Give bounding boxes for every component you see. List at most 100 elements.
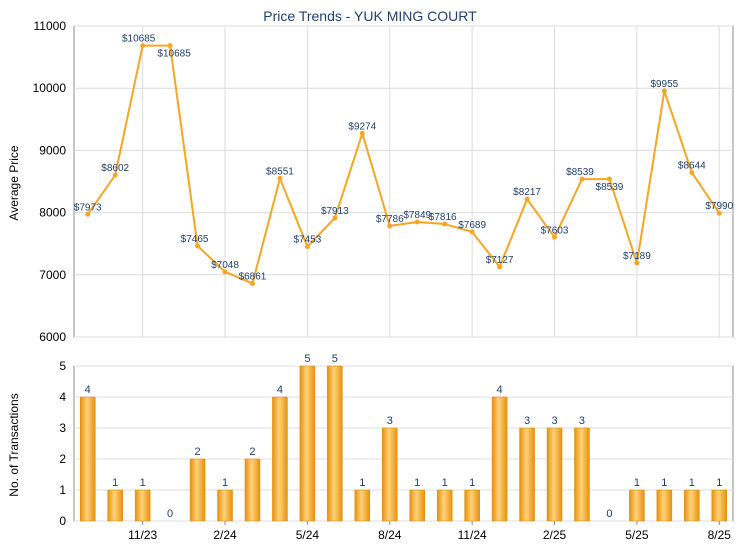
x-tick-label: 8/24	[378, 528, 402, 542]
price-point	[497, 264, 503, 270]
price-series-line	[86, 44, 721, 285]
price-y-axis-label: Average Price	[7, 145, 21, 220]
transactions-data-label: 5	[332, 353, 338, 365]
price-point	[249, 280, 255, 286]
price-y-tick-label: 8000	[39, 206, 66, 220]
transactions-data-label: 1	[634, 477, 640, 489]
transactions-bar	[107, 489, 123, 522]
price-data-label: $7849	[403, 210, 431, 221]
price-plot-frame	[73, 25, 734, 338]
price-data-label: $8602	[101, 163, 129, 174]
price-point	[716, 210, 722, 216]
price-data-label: $10685	[122, 34, 156, 45]
transactions-data-label: 0	[606, 508, 612, 520]
transactions-bar	[491, 396, 508, 522]
price-point	[469, 229, 475, 235]
transactions-y-tick-label: 0	[59, 514, 66, 528]
chart-title: Price Trends - YUK MING COURT	[263, 8, 477, 24]
price-data-label: $7048	[211, 260, 239, 271]
price-point	[167, 43, 173, 49]
price-data-label: $7973	[74, 202, 102, 213]
price-point	[140, 43, 146, 49]
price-point	[634, 260, 640, 266]
price-point	[414, 219, 420, 225]
price-y-tick-label: 7000	[39, 268, 66, 282]
transactions-data-label: 1	[359, 477, 365, 489]
price-data-label: $8217	[513, 187, 541, 198]
transactions-bar	[711, 489, 728, 522]
price-data-label: $8551	[266, 166, 294, 177]
price-y-tick-label: 10000	[33, 81, 67, 95]
transactions-bar	[574, 427, 590, 522]
transactions-data-label: 1	[716, 477, 722, 489]
price-point	[304, 244, 310, 250]
price-point	[195, 243, 201, 249]
transactions-data-label: 3	[387, 415, 393, 427]
transactions-data-label: 2	[195, 446, 201, 458]
transactions-data-label: 4	[85, 384, 91, 396]
transactions-bar	[299, 365, 316, 522]
price-point	[277, 175, 283, 181]
transactions-bar	[354, 489, 371, 522]
x-tick-label: 5/24	[296, 528, 320, 542]
transactions-data-label: 3	[524, 415, 530, 427]
price-point	[85, 211, 91, 217]
transactions-bar	[629, 489, 645, 522]
transactions-bar	[656, 489, 673, 522]
x-tick-label: 2/25	[543, 528, 567, 542]
transactions-y-tick-label: 3	[59, 421, 66, 435]
transactions-data-label: 1	[689, 477, 695, 489]
transactions-data-label: 4	[277, 384, 283, 396]
transactions-bar	[79, 396, 96, 522]
transactions-y-tick-label: 1	[59, 483, 66, 497]
transactions-data-label: 1	[442, 477, 448, 489]
transactions-bar	[244, 458, 261, 522]
transactions-y-axis-label: No. of Transactions	[7, 393, 21, 496]
price-data-label: $7465	[181, 234, 209, 245]
price-point	[661, 88, 667, 94]
price-y-tick-label: 9000	[39, 143, 66, 157]
transactions-bar	[272, 396, 288, 522]
transactions-data-label: 4	[497, 384, 503, 396]
price-data-label: $10685	[157, 49, 191, 60]
price-point	[579, 176, 585, 182]
transactions-y-tick-label: 2	[59, 452, 66, 466]
transactions-data-label: 1	[112, 477, 118, 489]
transactions-bar	[436, 489, 453, 522]
transactions-bar	[217, 489, 233, 522]
price-point	[359, 130, 365, 136]
transactions-bar	[134, 489, 151, 522]
transactions-data-label: 1	[222, 477, 228, 489]
price-point	[112, 172, 118, 178]
x-tick-label: 8/25	[708, 528, 732, 542]
transactions-bar	[519, 427, 535, 522]
x-tick-label: 11/23	[128, 528, 157, 542]
price-point	[222, 269, 228, 275]
price-data-label: $7816	[429, 212, 457, 223]
price-data-label: $7189	[623, 251, 651, 262]
price-line-panel: 6000 7000 8000 9000 10000 11000 $7973 $8602 $106…	[33, 19, 734, 344]
price-data-label: $7453	[293, 235, 321, 246]
price-point	[524, 196, 530, 202]
price-point	[606, 176, 612, 182]
price-point	[442, 221, 448, 227]
transactions-bar	[464, 489, 480, 522]
transactions-bar	[409, 489, 425, 522]
price-y-tick-label: 11000	[34, 19, 67, 33]
transactions-data-label: 1	[140, 477, 146, 489]
transactions-bar	[327, 365, 343, 522]
x-tick-label: 5/25	[625, 528, 649, 542]
price-data-label: $7689	[458, 220, 486, 231]
price-data-label: $8539	[566, 167, 594, 178]
price-y-tick-label: 6000	[39, 330, 66, 344]
transactions-bar	[382, 427, 398, 522]
transactions-data-label: 0	[167, 508, 173, 520]
price-data-label: $7603	[541, 225, 569, 236]
price-point	[689, 170, 695, 176]
price-data-label: $7127	[486, 255, 514, 266]
price-data-label: $6861	[239, 271, 267, 282]
transactions-y-tick-label: 4	[59, 390, 66, 404]
transactions-bar-panel: 0 1 2 3 4 5 4 1 1 0 2 1 2 4 5 5 1 3 1 1 1 4 3 3 3 0 1 1 1 1 11/23 2/24 5…	[59, 353, 734, 542]
x-tick-label: 11/24	[458, 528, 487, 542]
